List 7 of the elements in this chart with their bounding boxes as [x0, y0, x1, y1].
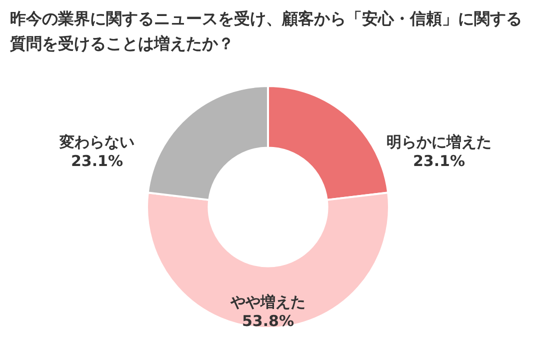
slice-label: 明らかに増えた	[386, 132, 492, 151]
data-label: 23.1%	[412, 152, 466, 170]
chart-title: 昨今の業界に関するニュースを受け、顧客から「安心・信頼」に関する質問を受けることは増えたか？	[10, 8, 523, 55]
slice-label: 変わらない	[58, 132, 134, 151]
data-label: 23.1%	[70, 152, 124, 170]
slice-label: やや増えた	[230, 293, 306, 312]
data-label: 53.8%	[242, 312, 294, 330]
